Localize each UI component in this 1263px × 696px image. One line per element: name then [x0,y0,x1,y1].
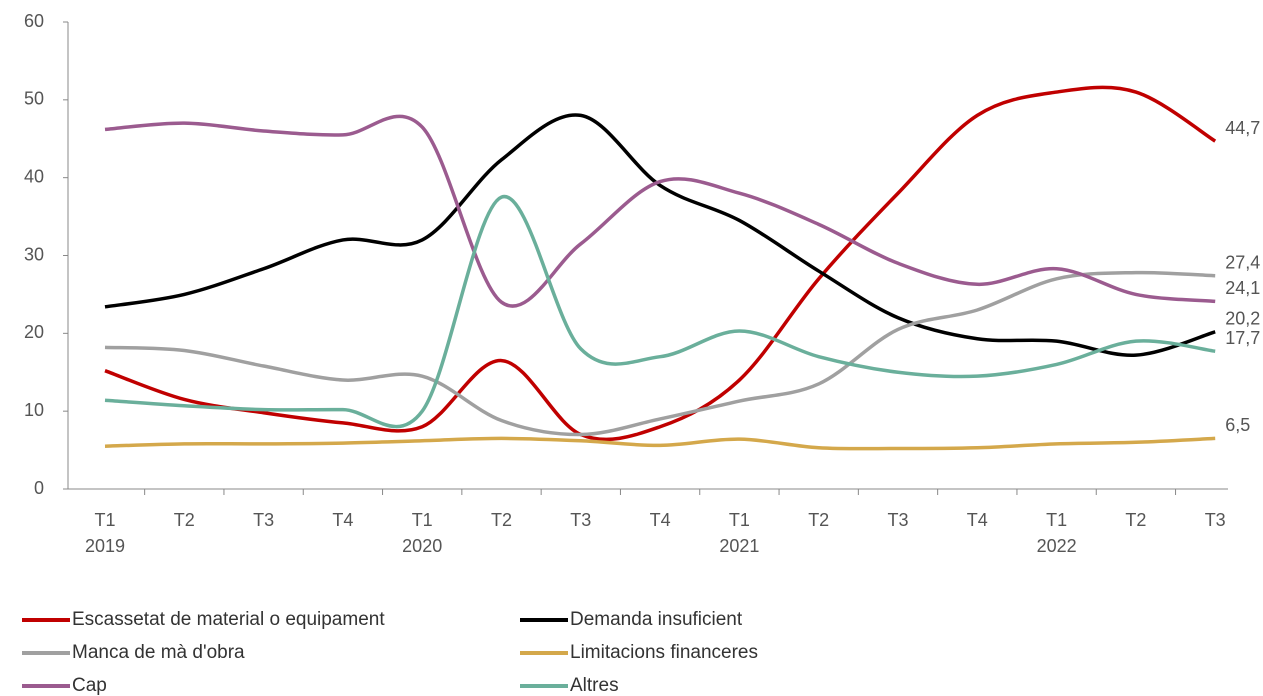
y-tick-label: 10 [24,400,44,420]
legend-label: Escassetat de material o equipament [72,609,385,630]
x-tick-label: T2 [174,510,195,530]
x-tick-label: T2 [808,510,829,530]
y-tick-label: 50 [24,89,44,109]
data-label: 44,7 [1225,118,1260,138]
legend-label: Manca de mà d'obra [72,642,245,663]
legend-label: Limitacions financeres [570,642,758,663]
x-tick-label: T4 [332,510,353,530]
y-tick-label: 60 [24,11,44,31]
x-tick-label: T3 [570,510,591,530]
x-tick-label: T3 [253,510,274,530]
data-label: 17,7 [1225,328,1260,348]
legend-label: Demanda insuficient [570,609,743,630]
x-tick-label: T2 [491,510,512,530]
legend-label: Altres [570,675,619,696]
x-tick-label: T4 [967,510,988,530]
x-tick-label: T1 2020 [402,510,442,556]
series-line [104,270,1216,437]
data-label: 27,4 [1225,252,1260,272]
y-tick-label: 40 [24,166,44,186]
y-tick-label: 20 [24,322,44,342]
x-tick-label: T1 2022 [1037,510,1077,556]
series-line [104,114,1216,308]
series-line [104,195,1216,429]
x-tick-label: T1 2021 [719,510,759,556]
x-tick-label: T4 [650,510,671,530]
series-line [104,436,1216,451]
x-tick-label: T3 [1205,510,1226,530]
data-label: 24,1 [1225,278,1260,298]
x-tick-label: T3 [887,510,908,530]
x-tick-label: T1 2019 [85,510,125,556]
y-tick-label: 0 [34,478,44,498]
y-tick-label: 30 [24,244,44,264]
series-line [104,113,1216,357]
legend-label: Cap [72,675,107,696]
data-label: 6,5 [1225,415,1250,435]
x-tick-label: T2 [1125,510,1146,530]
series-line [104,85,1217,442]
data-label: 20,2 [1225,309,1260,329]
